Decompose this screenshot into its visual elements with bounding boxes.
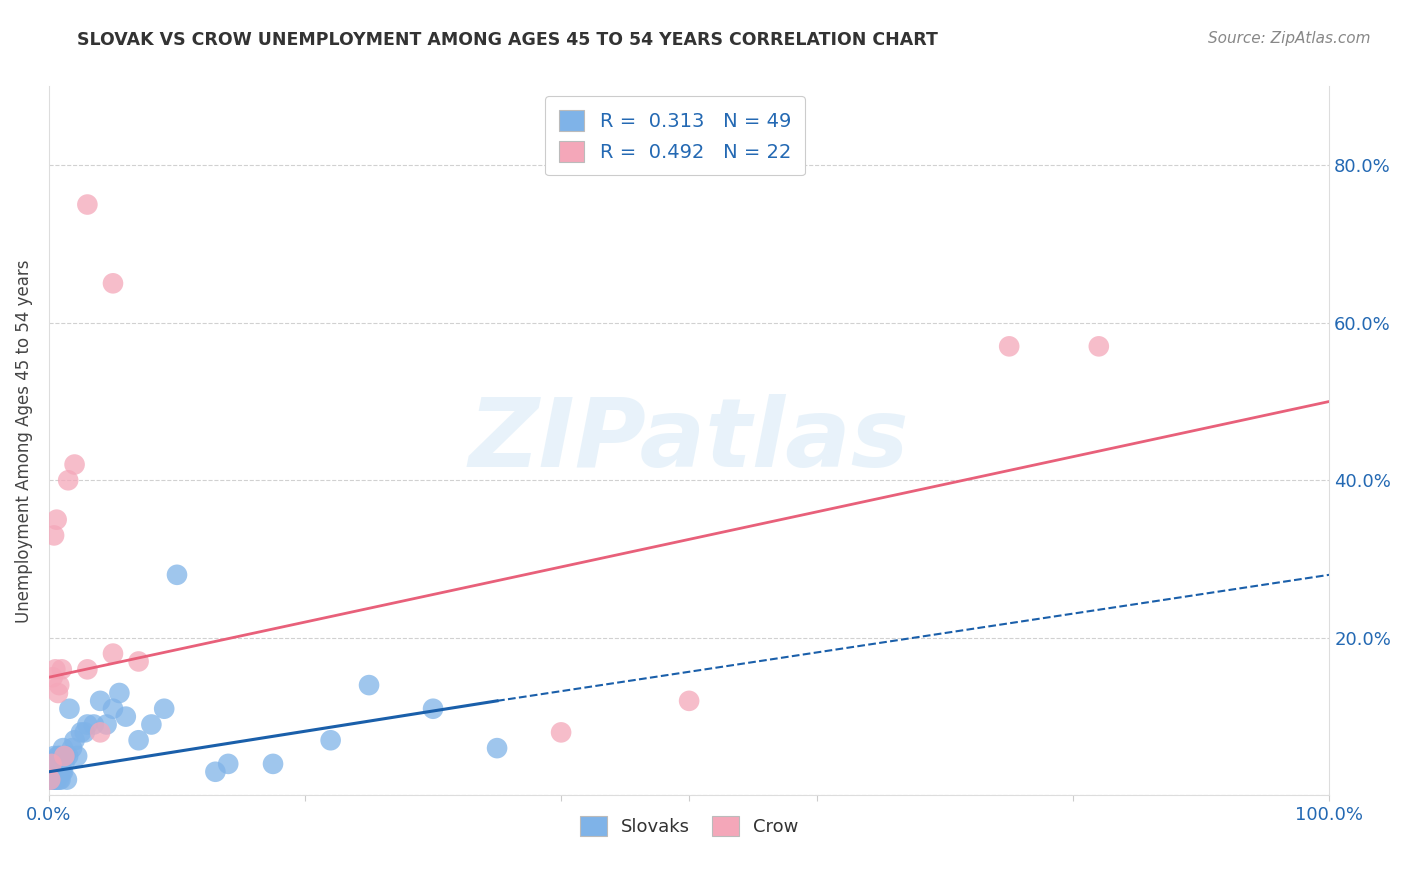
Point [58, 702, 80, 716]
Point [41, 756, 63, 771]
Point [76, 197, 98, 211]
Point [204, 764, 226, 779]
Text: ZIPatlas: ZIPatlas [468, 394, 910, 487]
Point [166, 567, 188, 582]
Point [41, 756, 63, 771]
Point [319, 733, 342, 747]
Text: Source: ZipAtlas.com: Source: ZipAtlas.com [1208, 31, 1371, 46]
Point [101, 277, 124, 291]
Point [51, 662, 73, 676]
Point [66, 749, 89, 764]
Point [141, 717, 163, 731]
Point [56, 772, 79, 787]
Point [357, 678, 380, 692]
Point [96, 717, 118, 731]
Legend: Slovaks, Crow: Slovaks, Crow [572, 809, 806, 843]
Point [45, 772, 67, 787]
Point [45, 513, 67, 527]
Text: SLOVAK VS CROW UNEMPLOYMENT AMONG AGES 45 TO 54 YEARS CORRELATION CHART: SLOVAK VS CROW UNEMPLOYMENT AMONG AGES 4… [77, 31, 938, 49]
Point [44, 772, 66, 787]
Point [63, 733, 86, 747]
Point [49, 756, 72, 771]
Point [56, 473, 79, 487]
Point [550, 725, 572, 739]
Point [486, 741, 509, 756]
Point [76, 717, 98, 731]
Point [108, 686, 131, 700]
Point [39, 772, 62, 787]
Point [44, 662, 66, 676]
Point [60, 741, 83, 756]
Point [48, 749, 70, 764]
Point [101, 702, 124, 716]
Point [56, 749, 79, 764]
Point [153, 702, 176, 716]
Point [678, 694, 700, 708]
Point [1088, 339, 1111, 353]
Point [49, 772, 72, 787]
Point [83, 717, 105, 731]
Point [422, 702, 444, 716]
Point [217, 756, 239, 771]
Y-axis label: Unemployment Among Ages 45 to 54 years: Unemployment Among Ages 45 to 54 years [15, 260, 32, 623]
Point [48, 678, 70, 692]
Point [46, 764, 69, 779]
Point [45, 764, 67, 779]
Point [128, 733, 150, 747]
Point [63, 458, 86, 472]
Point [42, 528, 65, 542]
Point [44, 756, 66, 771]
Point [42, 756, 65, 771]
Point [128, 655, 150, 669]
Point [51, 764, 73, 779]
Point [42, 772, 65, 787]
Point [73, 725, 96, 739]
Point [39, 772, 62, 787]
Point [42, 670, 65, 684]
Point [53, 756, 76, 771]
Point [89, 694, 111, 708]
Point [48, 772, 70, 787]
Point [42, 749, 65, 764]
Point [52, 764, 75, 779]
Point [41, 772, 63, 787]
Point [76, 662, 98, 676]
Point [262, 756, 284, 771]
Point [101, 647, 124, 661]
Point [51, 749, 73, 764]
Point [89, 725, 111, 739]
Point [42, 772, 65, 787]
Point [55, 749, 77, 764]
Point [52, 741, 75, 756]
Point [114, 709, 136, 723]
Point [70, 725, 93, 739]
Point [46, 749, 69, 764]
Point [998, 339, 1021, 353]
Point [46, 686, 69, 700]
Point [53, 749, 76, 764]
